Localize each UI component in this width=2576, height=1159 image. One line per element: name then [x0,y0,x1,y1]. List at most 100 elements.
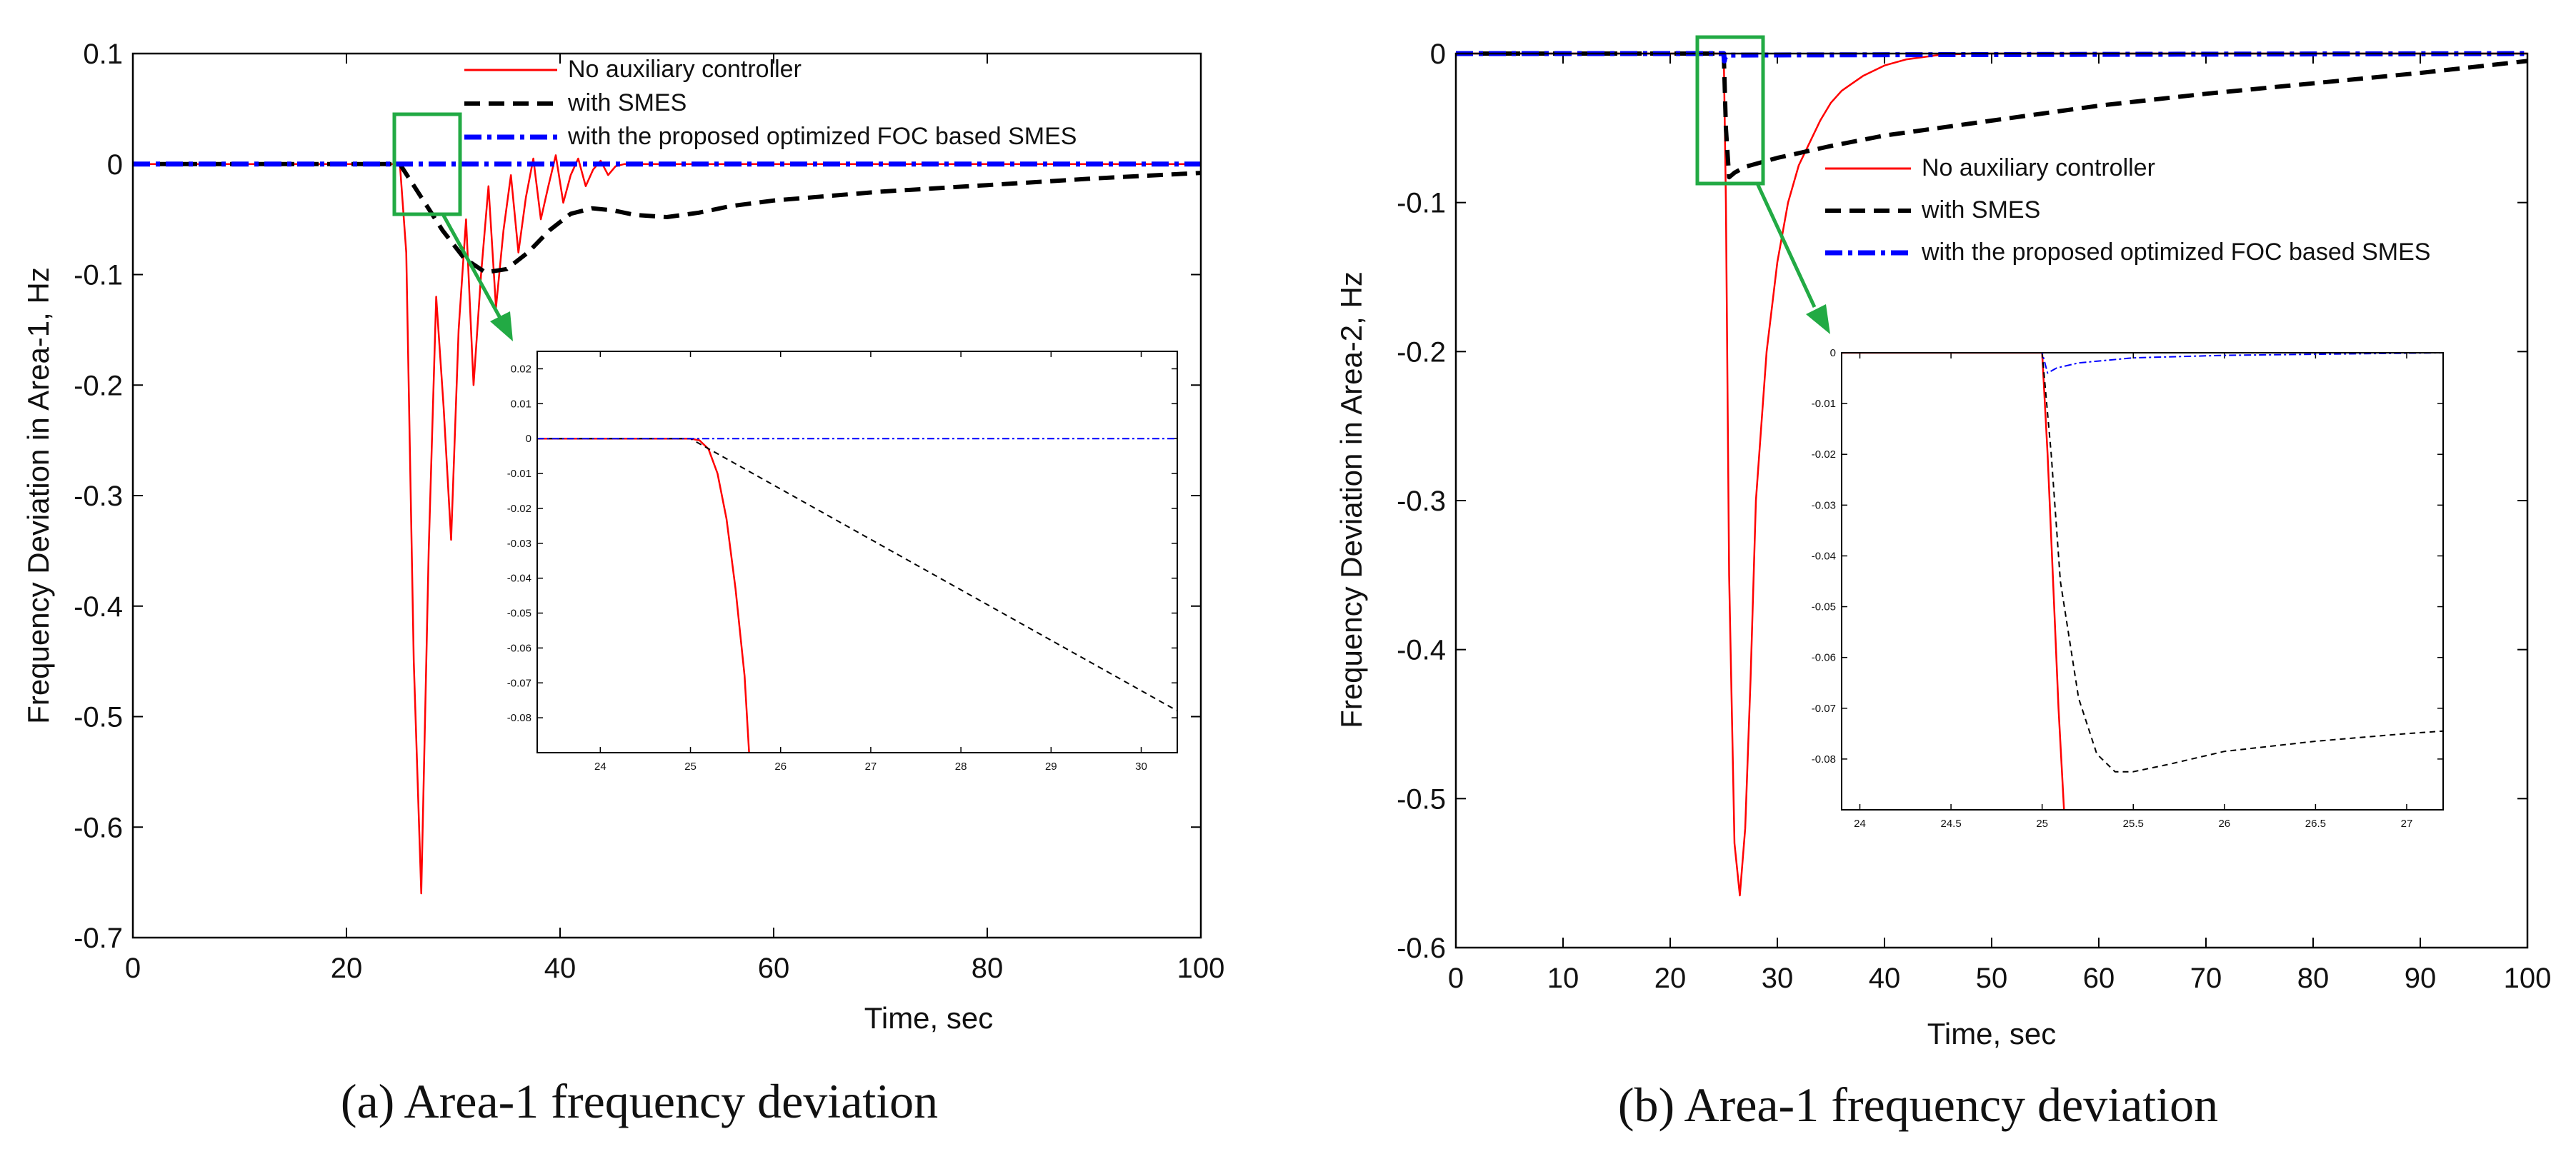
y-tick-label: -0.1 [74,260,123,291]
y-tick-label: -0.3 [74,481,123,512]
y-tick-label: -0.4 [1397,635,1446,666]
inset-y-tick-label: 0 [526,433,531,445]
inset-series-group [1842,353,2443,810]
inset-y-tick-label: -0.01 [1812,398,1836,410]
inset-y-tick-label: -0.04 [1812,550,1836,562]
inset-y-tick-label: -0.01 [507,468,531,480]
x-tick-label: 0 [125,953,141,984]
x-tick-label: 60 [2083,963,2115,994]
y-tick-label: -0.6 [1397,933,1446,964]
panel-a-zoom-arrow [441,213,502,319]
panel-a-inset: 0.02 0.01 0 -0.01 -0.02 -0.03 -0.04 -0.05 -0.06 -… [507,351,1178,773]
inset-series-line-no-aux [1842,353,2065,810]
inset-x-tick-label: 25.5 [2123,818,2144,830]
inset-x-tick-label: 26 [774,761,787,773]
inset-x-tick-label: 24 [1854,818,1866,830]
panel-b-caption: (b) Area-1 frequency deviation [1618,1078,2218,1132]
inset-series-group [537,437,1177,753]
inset-y-tick-label: -0.05 [1812,601,1836,613]
panel-a-y-axis-label: Frequency Deviation in Area-1, Hz [21,267,55,724]
panel-b: 0 -0.1 -0.2 -0.3 -0.4 -0.5 -0.6 0 10 20 30 40 50 60 7… [1334,35,2552,1132]
x-tick-label: 100 [1177,953,1225,984]
panel-b-plot-frame [1454,52,2529,949]
inset-x-tick-label: 25 [2036,818,2048,830]
x-tick-label: 80 [2297,963,2330,994]
y-tick-label: -0.1 [1397,188,1446,219]
panel-a-legend-no-aux: No auxiliary controller [568,56,802,83]
panel-b-inset-series [1842,353,2443,810]
x-tick-label: 20 [1654,963,1687,994]
y-tick-label: 0 [1430,39,1446,70]
x-tick-label: 50 [1976,963,2008,994]
x-tick-label: 40 [544,953,576,984]
panel-a-inset-frame [536,351,1178,753]
inset-y-tick-label: -0.06 [507,642,531,654]
series-line-smes [1456,51,2528,180]
x-tick-label: 100 [2504,963,2552,994]
panel-a-plot-frame [131,52,1202,939]
inset-y-tick-label: -0.07 [1812,703,1836,715]
inset-y-tick-label: 0.02 [511,363,531,375]
panel-a-legend: No auxiliary controller with SMES with t… [464,56,1077,150]
inset-series-line-foc [1842,353,2443,374]
panel-b-zoom-box [1695,35,1765,186]
panel-b-inset-bg [1842,353,2443,810]
panel-b-zoom-arrow [1755,182,1817,308]
inset-x-tick-label: 29 [1045,761,1057,773]
inset-x-tick-label: 24.5 [1940,818,1961,830]
panel-b-inset-ticks: 0 -0.01 -0.02 -0.03 -0.04 -0.05 -0.06 -0.07 -0.0… [1812,347,2443,830]
inset-y-tick-label: -0.04 [507,573,531,585]
y-tick-label: 0 [107,149,123,181]
panel-a-inset-bg [537,351,1177,753]
y-tick-label: -0.7 [74,923,123,954]
y-tick-label: 0.1 [83,39,123,70]
panel-a-series [133,154,1202,895]
inset-x-tick-label: 26 [2218,818,2230,830]
panel-a-x-ticks: 0 20 40 60 80 100 [125,953,1225,984]
x-tick-label: 30 [1762,963,1794,994]
panel-a-caption: (a) Area-1 frequency deviation [341,1074,938,1128]
panel-b-zoom-arrowhead [1806,304,1830,334]
panel-b-y-axis-label: Frequency Deviation in Area-2, Hz [1334,271,1368,728]
panel-b-x-axis-label: Time, sec [1927,1017,2056,1050]
inset-y-tick-label: -0.05 [507,608,531,620]
y-tick-label: -0.5 [74,702,123,733]
inset-y-tick-label: 0.01 [511,398,531,410]
panel-a-y-ticks: 0.1 0 -0.1 -0.2 -0.3 -0.4 -0.5 -0.6 -0.7 [74,39,123,954]
inset-y-tick-label: -0.02 [507,503,531,515]
inset-y-tick-label: -0.08 [507,712,531,724]
inset-y-tick-label: -0.02 [1812,448,1836,461]
panel-b-inset: 0 -0.01 -0.02 -0.03 -0.04 -0.05 -0.06 -0.07 -0.0… [1812,347,2444,830]
panel-b-legend-foc: with the proposed optimized FOC based SM… [1921,239,2430,266]
x-tick-label: 60 [758,953,790,984]
inset-x-tick-label: 30 [1135,761,1147,773]
panel-b-y-ticks: 0 -0.1 -0.2 -0.3 -0.4 -0.5 -0.6 [1397,39,1446,964]
series-line-no-aux [1456,52,2527,897]
panel-a-zoom-box [392,112,462,216]
inset-x-tick-label: 24 [594,761,606,773]
panel-a-inset-series [537,437,1177,753]
y-tick-label: -0.2 [1397,336,1446,368]
panel-a-x-axis-label: Time, sec [864,1001,993,1035]
inset-x-tick-label: 28 [955,761,967,773]
inset-x-tick-label: 27 [865,761,877,773]
x-tick-label: 0 [1448,963,1464,994]
panel-b-legend-smes: with SMES [1921,196,2040,224]
panel-b-legend-no-aux: No auxiliary controller [1922,154,2155,181]
inset-x-tick-label: 27 [2401,818,2413,830]
inset-x-tick-label: 26.5 [2305,818,2326,830]
x-tick-label: 80 [972,953,1004,984]
y-tick-label: -0.3 [1397,486,1446,517]
inset-y-tick-label: -0.03 [1812,499,1836,511]
inset-y-tick-label: -0.03 [507,538,531,550]
x-tick-label: 20 [331,953,363,984]
panel-b-inset-frame [1841,352,2444,811]
y-tick-label: -0.2 [74,370,123,401]
inset-y-tick-label: -0.06 [1812,652,1836,664]
inset-y-tick-label: -0.07 [507,677,531,689]
inset-x-tick-label: 25 [684,761,697,773]
series-line-smes [133,161,1202,275]
inset-series-line-smes [1842,353,2443,773]
panel-a-legend-foc: with the proposed optimized FOC based SM… [567,123,1077,150]
